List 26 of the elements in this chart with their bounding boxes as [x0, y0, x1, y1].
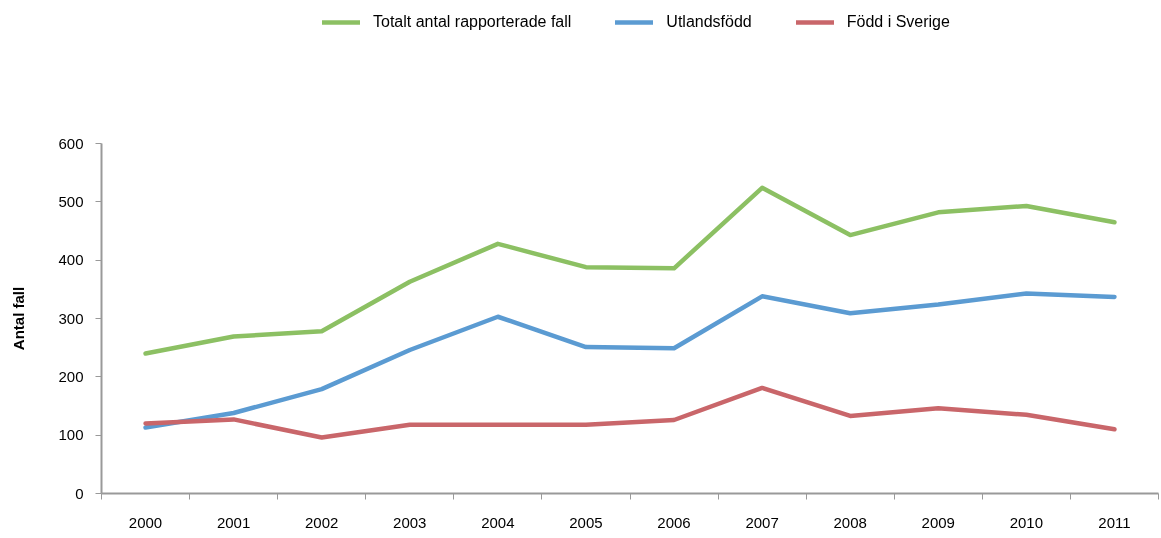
y-tick-label: 100: [58, 426, 84, 444]
x-tick-label: 2004: [481, 513, 515, 531]
x-tick-label: 2002: [305, 513, 339, 531]
x-tick-label: 2003: [393, 513, 427, 531]
x-tick-label: 2007: [745, 513, 779, 531]
y-tick-label: 600: [58, 134, 84, 152]
line-series: [143, 385, 1117, 440]
legend-label: Född i Sverige: [846, 13, 950, 31]
y-tick-label: 400: [58, 251, 84, 269]
x-tick-label: 2008: [833, 513, 867, 531]
x-tick-label: 2009: [921, 513, 955, 531]
x-tick-label: 2000: [128, 513, 163, 531]
line-series: [143, 291, 1117, 430]
legend-label: Totalt antal rapporterade fall: [373, 13, 572, 31]
x-tick-label: 2011: [1098, 513, 1131, 531]
x-tick-label: 2010: [1009, 513, 1044, 531]
legend-label: Utlandsfödd: [666, 13, 752, 31]
x-tick-label: 2001: [216, 513, 251, 531]
y-tick-label: 500: [58, 192, 84, 210]
y-axis-title: Antal fall: [10, 286, 28, 351]
y-tick-label: 200: [58, 367, 84, 385]
y-tick-label: 300: [58, 309, 84, 327]
y-tick-label: 0: [75, 484, 84, 502]
line-series: [143, 185, 1117, 356]
x-tick-label: 2006: [657, 513, 691, 531]
x-tick-label: 2005: [569, 513, 603, 531]
